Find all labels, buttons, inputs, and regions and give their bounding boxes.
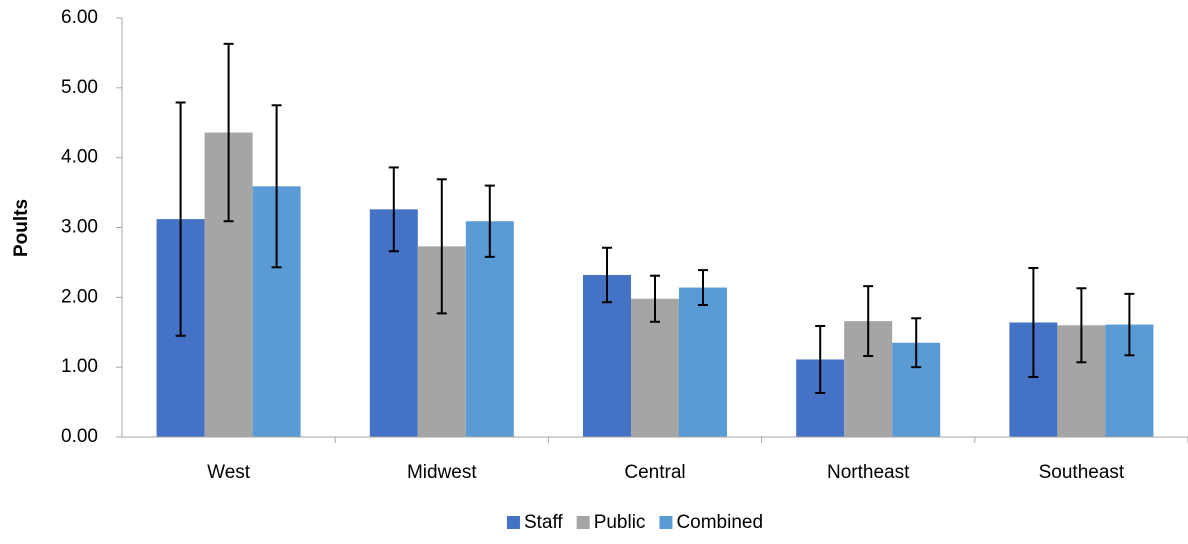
error-bar bbox=[1124, 292, 1135, 357]
y-tick-label: 4.00 bbox=[61, 147, 98, 168]
y-axis-label: Poults bbox=[11, 199, 32, 257]
legend-label: Combined bbox=[676, 512, 763, 533]
error-bar bbox=[602, 246, 612, 304]
y-tick-label: 2.00 bbox=[61, 286, 98, 307]
error-bar bbox=[815, 324, 826, 395]
legend-label: Staff bbox=[524, 512, 563, 533]
y-tick-label: 5.00 bbox=[61, 77, 98, 98]
error-bar bbox=[388, 166, 399, 253]
error-bar bbox=[650, 274, 660, 323]
legend-swatch bbox=[659, 516, 673, 529]
y-tick-label: 6.00 bbox=[61, 7, 98, 28]
error-bar bbox=[1028, 267, 1039, 378]
x-tick-label: Midwest bbox=[407, 462, 477, 483]
error-bar bbox=[698, 269, 708, 307]
x-tick-label: West bbox=[207, 462, 251, 483]
legend-label: Public bbox=[594, 512, 646, 533]
error-bar bbox=[223, 42, 234, 223]
y-tick-label: 3.00 bbox=[61, 217, 98, 238]
x-tick-label: Central bbox=[624, 462, 685, 483]
y-tick-label: 1.00 bbox=[61, 356, 98, 377]
error-bar bbox=[911, 317, 922, 369]
error-bar bbox=[1076, 287, 1087, 364]
x-tick-label: Southeast bbox=[1039, 462, 1125, 483]
y-tick-label: 0.00 bbox=[61, 426, 98, 447]
error-bar bbox=[863, 285, 874, 357]
error-bar bbox=[484, 184, 495, 258]
bar bbox=[679, 287, 727, 437]
error-bar bbox=[175, 101, 186, 337]
error-bar bbox=[271, 104, 282, 269]
x-tick-label: Northeast bbox=[827, 462, 910, 483]
legend-swatch bbox=[506, 516, 520, 529]
error-bar bbox=[436, 178, 447, 315]
legend-swatch bbox=[576, 516, 590, 529]
